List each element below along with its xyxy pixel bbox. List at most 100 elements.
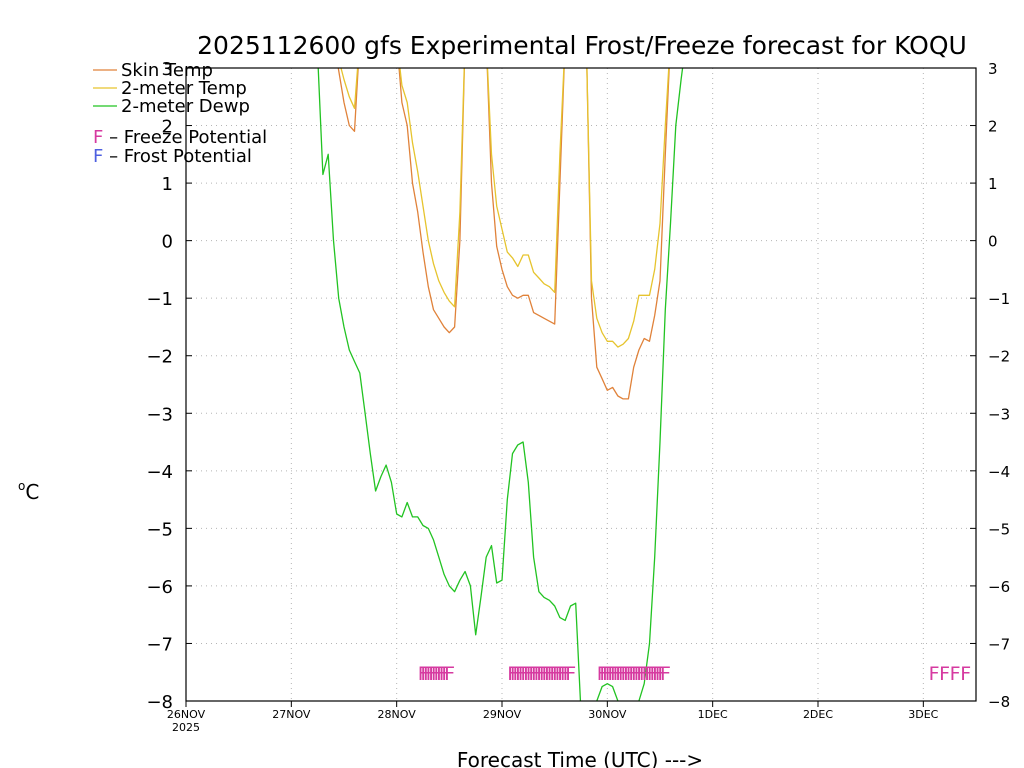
y-tick-label: 0 [162,232,173,253]
freeze-marker: F [552,663,563,685]
x-tick-label: 30NOV [588,708,627,721]
freeze-marker: F [428,663,439,685]
freeze-marker: F [647,663,658,685]
freeze-marker: F [621,663,632,685]
y-axis-label: oC [18,479,39,504]
freeze-marker: F [602,663,613,685]
y-tick-label-right: −4 [988,463,1010,481]
2-meter-dewp-line [317,68,684,701]
2-meter-temp-line [340,68,670,348]
x-tick-label: 26NOV [167,708,206,721]
freeze-marker: F [607,663,618,685]
freeze-marker: F [939,663,950,685]
freeze-marker: F [418,663,429,685]
potential-legend-letter: F [93,146,103,167]
freeze-marker: F [423,663,434,685]
freeze-marker: F [523,663,534,685]
freeze-marker: F [618,663,629,685]
freeze-marker: F [623,663,634,685]
y-tick-label: −3 [146,404,173,425]
freeze-marker: F [563,663,574,685]
freeze-marker: F [929,663,940,685]
potential-legend-item: F – Frost Potential [93,146,252,167]
freeze-marker: F [444,663,455,685]
plot-frame [185,67,977,702]
y-tick-label-right: −2 [988,348,1010,366]
y-tick-label-right: 3 [988,60,998,78]
y-axis-right: 3 2 1 0 −1 −2 −3 −4 −5 −6 −7 −8 [970,60,1010,711]
y-tick-label: −5 [146,519,173,540]
y-tick-label: −6 [146,577,173,598]
chart-title: 2025112600 gfs Experimental Frost/Freeze… [197,31,967,60]
freeze-marker: F [439,663,450,685]
y-tick-label: 2 [162,117,173,138]
freeze-marker: F [441,663,452,685]
y-tick-label: −1 [146,289,173,310]
potential-legend-letter: F [93,127,103,148]
y-tick-label-right: 2 [988,118,998,136]
y-tick-label-right: 1 [988,175,998,193]
x-tick-label: 1DEC [698,708,728,721]
freeze-marker: F [531,663,542,685]
freeze-marker: F [628,663,639,685]
freeze-marker: F [597,663,608,685]
x-axis: 26NOV 27NOV 28NOV 29NOV 30NOV 1DEC 2DEC 3DEC 202… [167,701,939,734]
freeze-marker: F [518,663,529,685]
freeze-marker: F [657,663,668,685]
freeze-marker: F [960,663,971,685]
freeze-marker: F [649,663,660,685]
y-tick-label-right: 0 [988,233,998,251]
freeze-marker: F [528,663,539,685]
y-tick-label: −2 [146,347,173,368]
freeze-marker: F [549,663,560,685]
freeze-marker: F [436,663,447,685]
freeze-marker: F [534,663,545,685]
freeze-marker: F [515,663,526,685]
freeze-marker: F [544,663,555,685]
freeze-marker: F [610,663,621,685]
x-tick-label: 29NOV [483,708,522,721]
y-tick-label: −8 [146,692,173,713]
x-tick-label: 27NOV [272,708,311,721]
x-tick-label: 3DEC [908,708,938,721]
y-tick-label: 3 [162,59,173,80]
y-tick-label-right: −3 [988,405,1010,423]
legend-label: Skin Temp [121,60,213,81]
potential-legend-item: F – Freeze Potential [93,127,267,148]
freeze-marker: F [631,663,642,685]
freeze-marker: F [599,663,610,685]
freeze-marker: F [520,663,531,685]
y-tick-label: 1 [162,174,173,195]
freeze-marker: F [565,663,576,685]
freeze-marker: F [560,663,571,685]
freeze-marker: F [434,663,445,685]
y-tick-label-right: −1 [988,290,1010,308]
y-tick-label-right: −7 [988,635,1010,653]
freeze-marker: F [426,663,437,685]
series-lines [317,68,684,701]
freeze-marker: F [639,663,650,685]
freeze-marker: F [539,663,550,685]
freeze-marker: F [542,663,553,685]
potential-legend-text: – Freeze Potential [103,127,267,148]
y-axis-label-degree: o [18,479,25,493]
freeze-marker: F [655,663,666,685]
y-axis-left: 3 2 1 0 −1 −2 −3 −4 −5 −6 −7 −8 [146,59,192,713]
y-tick-label-right: −6 [988,578,1010,596]
freeze-marker: F [660,663,671,685]
freeze-marker: F [536,663,547,685]
freeze-marker: F [642,663,653,685]
freeze-marker: F [507,663,518,685]
x-tick-label: 2DEC [803,708,833,721]
potential-legend-text: – Frost Potential [103,146,252,167]
freeze-marker: F [644,663,655,685]
freeze-marker: F [420,663,431,685]
freeze-marker: F [431,663,442,685]
y-tick-label-right: −5 [988,520,1010,538]
freeze-marker: F [547,663,558,685]
freeze-marker: F [634,663,645,685]
y-tick-label: −7 [146,634,173,655]
freeze-marker: F [557,663,568,685]
